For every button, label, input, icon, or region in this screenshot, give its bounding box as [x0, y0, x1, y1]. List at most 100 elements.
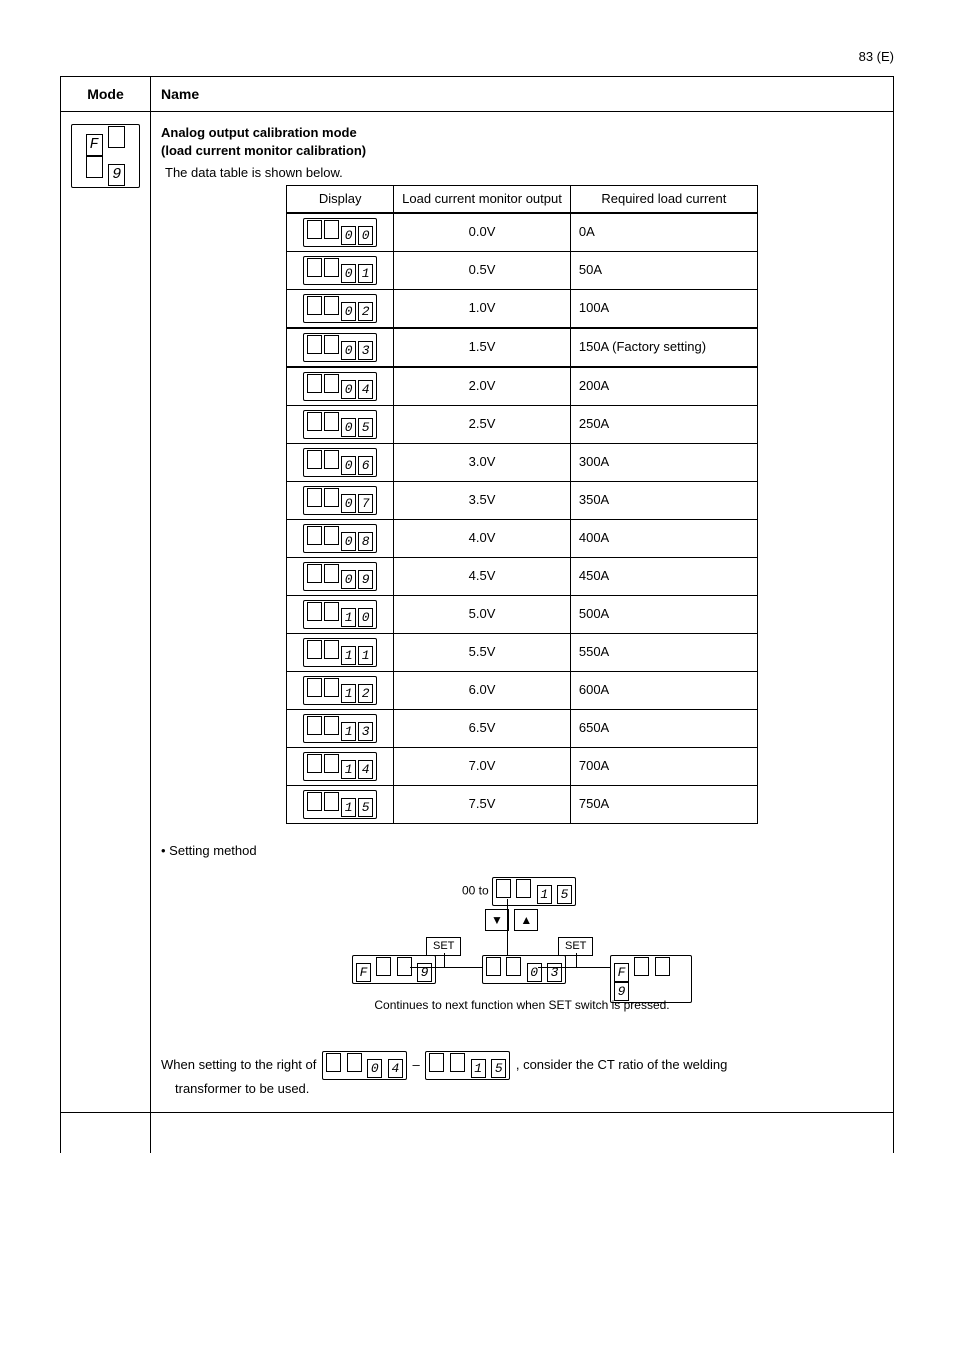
- seg-digit: 9: [358, 570, 373, 589]
- row-required: 700A: [570, 747, 757, 785]
- seg-digit: [307, 258, 322, 277]
- seg-digit: [307, 754, 322, 773]
- row-display: 01: [303, 256, 377, 285]
- row-required: 200A: [570, 367, 757, 406]
- row-output: 3.0V: [394, 443, 571, 481]
- col-header-name: Name: [151, 76, 894, 112]
- seg-digit: [307, 716, 322, 735]
- note-text: , consider the CT ratio of the welding: [516, 1057, 728, 1072]
- seg-digit: 4: [358, 380, 373, 399]
- row-output: 7.5V: [394, 785, 571, 823]
- table-row: 157.5V750A: [287, 785, 758, 823]
- table-row: 052.5V250A: [287, 405, 758, 443]
- sm-range-prefix: 00 to: [462, 884, 489, 898]
- seg-digit: 6: [358, 456, 373, 475]
- seg-digit: 7: [358, 494, 373, 513]
- seg-digit: [486, 957, 501, 976]
- seg-digit: 3: [358, 722, 373, 741]
- connector-line: [576, 953, 577, 967]
- seg-digit: [307, 488, 322, 507]
- seg-digit: [496, 879, 511, 898]
- seg-digit: 1: [341, 608, 356, 627]
- row-required: 400A: [570, 519, 757, 557]
- row-required: 0A: [570, 213, 757, 252]
- connector-line: [410, 967, 482, 968]
- up-arrow-icon[interactable]: ▲: [514, 909, 538, 931]
- seg-digit: [376, 957, 391, 976]
- seg-digit: [324, 754, 339, 773]
- row-display-cell: 08: [287, 519, 394, 557]
- row-required: 650A: [570, 709, 757, 747]
- seg-digit: 1: [341, 760, 356, 779]
- seg-digit: [450, 1053, 465, 1072]
- seg-digit: 9: [417, 963, 432, 982]
- seg-digit: 3: [358, 341, 373, 360]
- seg-digit: [324, 564, 339, 583]
- note-display-1: 0 4: [322, 1051, 407, 1080]
- function-table: Mode Name F 9 Analog output calibration …: [60, 76, 894, 1153]
- seg-digit: [307, 296, 322, 315]
- down-arrow-icon[interactable]: ▼: [485, 909, 509, 931]
- seg-digit: [326, 1053, 341, 1072]
- row-output: 2.0V: [394, 367, 571, 406]
- row-display: 02: [303, 294, 377, 323]
- row-display-cell: 06: [287, 443, 394, 481]
- seg-digit: 1: [471, 1059, 486, 1078]
- seg-digit: 0: [341, 418, 356, 437]
- row-output: 7.0V: [394, 747, 571, 785]
- col-header-mode: Mode: [61, 76, 151, 112]
- seg-digit: [324, 678, 339, 697]
- seg-digit: [506, 957, 521, 976]
- intro-text: The data table is shown below.: [165, 164, 883, 182]
- seg-digit: F: [86, 134, 103, 156]
- seg-digit: [307, 678, 322, 697]
- seg-digit: 0: [527, 963, 542, 982]
- seg-digit: 5: [358, 418, 373, 437]
- row-display: 04: [303, 372, 377, 401]
- seg-digit: [307, 792, 322, 811]
- row-output: 4.5V: [394, 557, 571, 595]
- mode-cell: F 9: [61, 112, 151, 1112]
- row-display-cell: 13: [287, 709, 394, 747]
- seg-digit: [324, 450, 339, 469]
- table-row: 04 2.0V200A: [287, 367, 758, 406]
- vt-header: Load current monitor output: [394, 186, 571, 213]
- seg-digit: 0: [341, 264, 356, 283]
- seg-digit: [347, 1053, 362, 1072]
- table-row: 031.5V150A (Factory setting): [287, 328, 758, 367]
- row-display: 10: [303, 600, 377, 629]
- value-table-wrap: Display Load current monitor output Requ…: [161, 185, 883, 824]
- seg-digit: 9: [108, 164, 125, 186]
- row-required: 550A: [570, 633, 757, 671]
- row-display-cell: 12: [287, 671, 394, 709]
- table-row: 021.0V100A: [287, 289, 758, 328]
- seg-digit: [324, 792, 339, 811]
- row-required: 150A (Factory setting): [570, 328, 757, 367]
- table-row: 126.0V600A: [287, 671, 758, 709]
- seg-digit: 1: [341, 646, 356, 665]
- row-display: 09: [303, 562, 377, 591]
- row-display: 11: [303, 638, 377, 667]
- seg-digit: 0: [358, 608, 373, 627]
- table-row: 105.0V500A: [287, 595, 758, 633]
- table-row: 063.0V300A: [287, 443, 758, 481]
- seg-digit: F: [614, 963, 629, 982]
- sm-right-display: F 9: [610, 955, 692, 1003]
- seg-digit: [307, 526, 322, 545]
- row-display-cell: 03: [287, 328, 394, 367]
- seg-digit: 2: [358, 302, 373, 321]
- row-display: 12: [303, 676, 377, 705]
- seg-digit: F: [356, 963, 371, 982]
- seg-digit: [108, 126, 125, 148]
- seg-digit: [307, 450, 322, 469]
- seg-digit: [324, 526, 339, 545]
- seg-digit: [324, 640, 339, 659]
- table-row: 09 4.5V450A: [287, 557, 758, 595]
- row-required: 450A: [570, 557, 757, 595]
- note-text: When setting to the right of: [161, 1057, 316, 1072]
- seg-digit: [307, 335, 322, 354]
- seg-digit: 1: [358, 646, 373, 665]
- note-text: transformer to be used.: [175, 1080, 883, 1098]
- empty-cell: [151, 1112, 894, 1153]
- seg-digit: [307, 602, 322, 621]
